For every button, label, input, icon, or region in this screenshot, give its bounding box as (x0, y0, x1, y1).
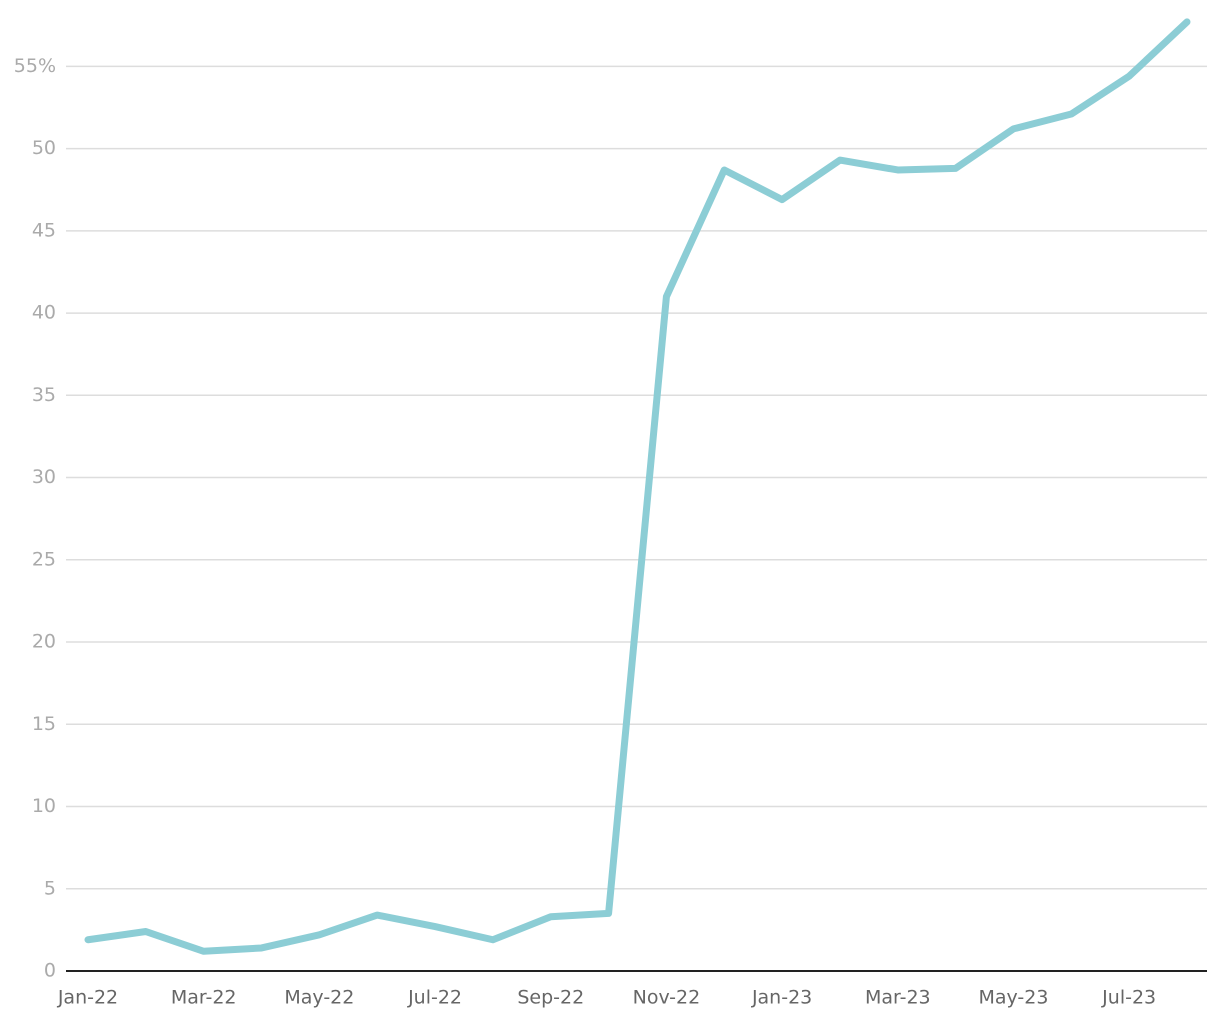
x-tick-label: Mar-23 (865, 987, 931, 1009)
x-tick-label: May-22 (284, 987, 354, 1009)
data-line (84, 18, 1191, 955)
x-tick-label: Jul-22 (407, 987, 462, 1009)
y-tick-label: 40 (32, 302, 56, 324)
x-tick-label: Nov-22 (633, 987, 701, 1009)
y-tick-label: 0 (44, 960, 56, 982)
y-tick-label: 25 (32, 548, 56, 570)
y-tick-label: 50 (32, 137, 56, 159)
y-tick-label: 15 (32, 713, 56, 735)
x-tick-label: Jan-22 (57, 987, 118, 1009)
x-tick-label: Jan-23 (751, 987, 812, 1009)
y-tick-label: 20 (32, 631, 56, 653)
y-tick-label: 55% (14, 55, 56, 77)
y-tick-label: 45 (32, 219, 56, 241)
y-tick-label: 35 (32, 384, 56, 406)
y-tick-label: 10 (32, 795, 56, 817)
x-tick-label: May-23 (978, 987, 1048, 1009)
x-tick-label: Jul-23 (1101, 987, 1156, 1009)
x-tick-label: Mar-22 (171, 987, 237, 1009)
y-tick-label: 5 (44, 877, 56, 899)
x-tick-label: Sep-22 (517, 987, 584, 1009)
y-tick-label: 30 (32, 466, 56, 488)
